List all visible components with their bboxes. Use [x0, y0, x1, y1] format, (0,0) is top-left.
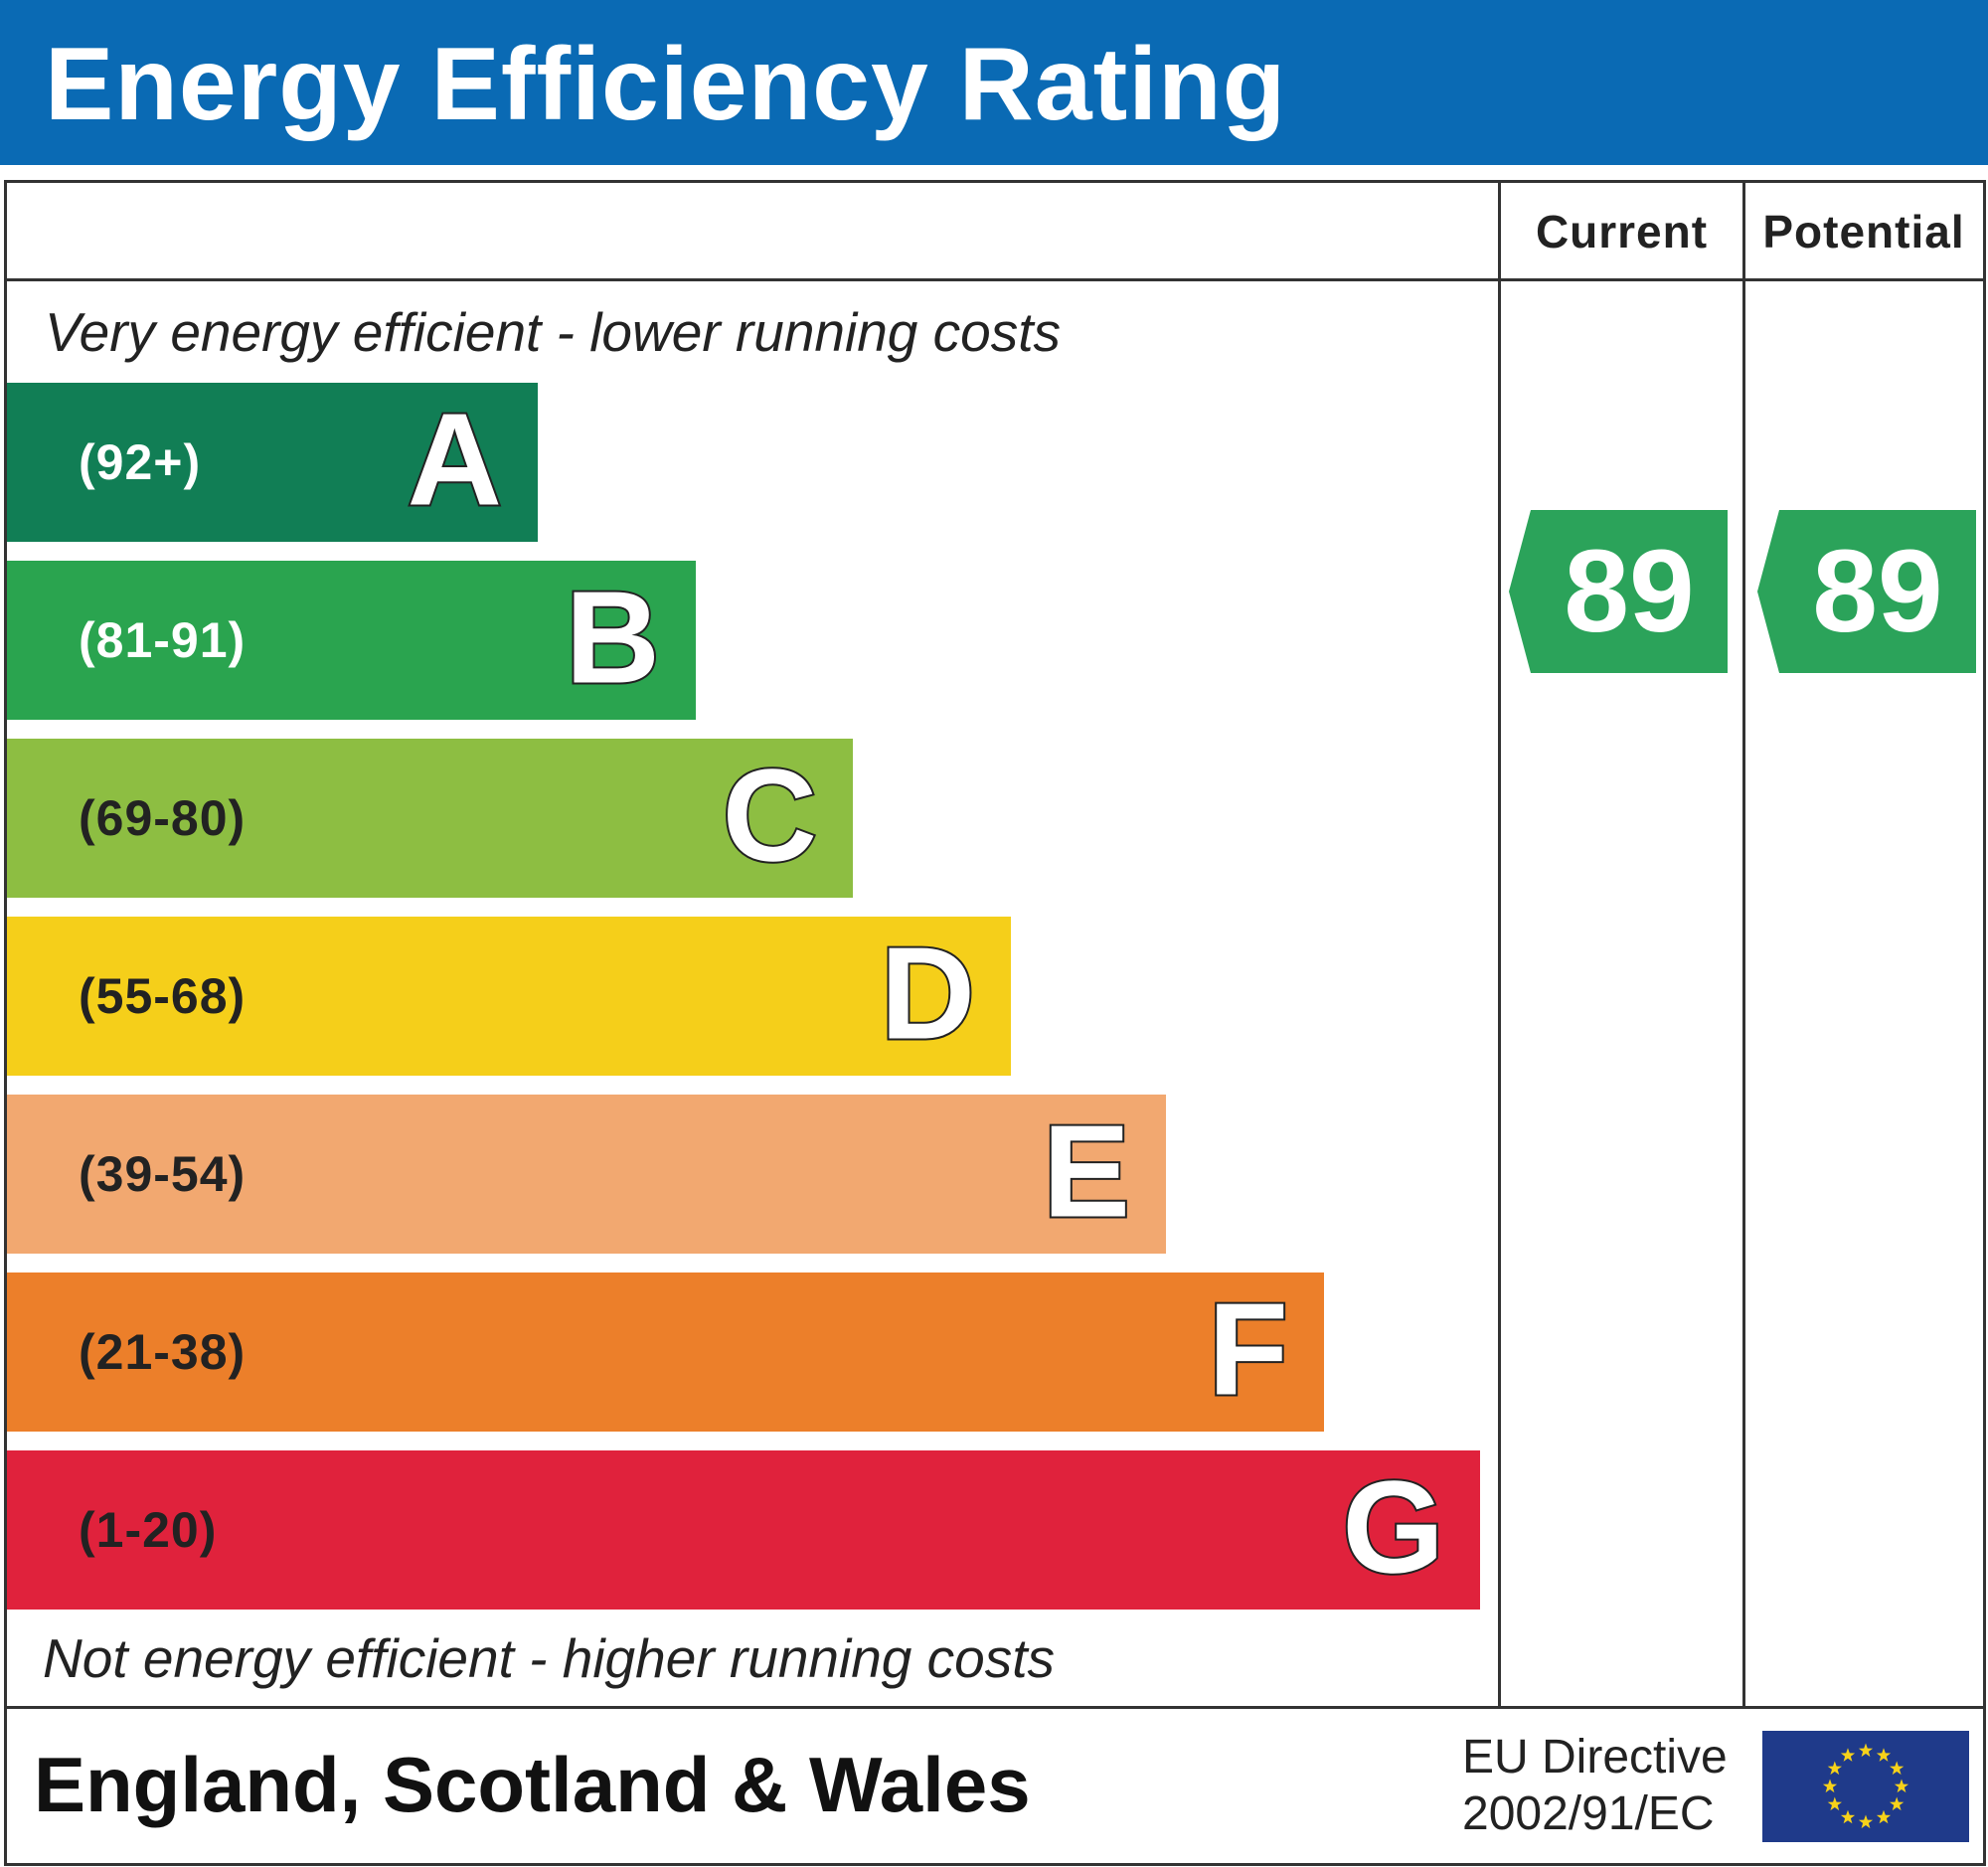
- star-icon: [1840, 1748, 1856, 1762]
- arrow-shape: [1509, 510, 1728, 673]
- header-row-divider: [4, 278, 1984, 281]
- arrow-shape: [1757, 510, 1976, 673]
- star-icon: [1858, 1743, 1874, 1758]
- top-note: Very energy efficient - lower running co…: [45, 301, 1062, 363]
- band-range: (92+): [79, 434, 202, 490]
- star-icon: [1894, 1779, 1909, 1793]
- bottom-note: Not energy efficient - higher running co…: [43, 1627, 1056, 1689]
- page-title: Energy Efficiency Rating: [45, 27, 1287, 142]
- directive-line1: EU Directive: [1462, 1731, 1728, 1783]
- star-icon: [1827, 1796, 1842, 1811]
- title-bar: [0, 0, 1988, 165]
- star-icon: [1827, 1761, 1842, 1776]
- band-letter: G: [1340, 1451, 1446, 1602]
- star-icon: [1840, 1809, 1856, 1824]
- band-range: (81-91): [79, 612, 247, 668]
- band-letter: B: [564, 562, 662, 712]
- band-d: (55-68) D: [7, 917, 1011, 1076]
- column-header-current: Current: [1535, 206, 1709, 257]
- band-c: (69-80) C: [7, 739, 853, 898]
- eu-flag-icon: [1762, 1731, 1969, 1842]
- band-e: (39-54) E: [7, 1095, 1166, 1254]
- band-f: (21-38) F: [7, 1273, 1324, 1432]
- current-rating-value: 89: [1564, 526, 1695, 657]
- band-b: (81-91) B: [7, 561, 696, 720]
- column-divider-potential: [1742, 180, 1745, 1708]
- band-letter: A: [406, 384, 504, 534]
- column-header-potential: Potential: [1762, 206, 1965, 257]
- current-rating-arrow: 89: [1509, 510, 1728, 673]
- band-range: (69-80): [79, 790, 247, 846]
- potential-rating-value: 89: [1812, 526, 1943, 657]
- band-letter: E: [1041, 1096, 1132, 1246]
- star-icon: [1890, 1796, 1905, 1811]
- band-g: (1-20) G: [7, 1450, 1480, 1610]
- star-icon: [1890, 1761, 1905, 1776]
- star-icon: [1822, 1779, 1838, 1793]
- directive-line2: 2002/91/EC: [1462, 1787, 1715, 1840]
- band-letter: F: [1206, 1273, 1290, 1424]
- band-range: (55-68): [79, 968, 247, 1024]
- potential-rating-arrow: 89: [1757, 510, 1976, 673]
- star-icon: [1876, 1809, 1892, 1824]
- band-letter: C: [721, 740, 819, 890]
- region-label: England, Scotland & Wales: [34, 1741, 1031, 1828]
- column-divider-current: [1498, 180, 1501, 1708]
- star-icon: [1858, 1814, 1874, 1829]
- band-range: (21-38): [79, 1324, 247, 1380]
- star-icon: [1876, 1748, 1892, 1762]
- band-range: (1-20): [79, 1502, 218, 1558]
- band-a: (92+) A: [7, 383, 538, 542]
- band-range: (39-54): [79, 1146, 247, 1202]
- rating-frame: [4, 180, 1986, 1866]
- footer-divider: [4, 1706, 1984, 1709]
- band-letter: D: [879, 918, 977, 1068]
